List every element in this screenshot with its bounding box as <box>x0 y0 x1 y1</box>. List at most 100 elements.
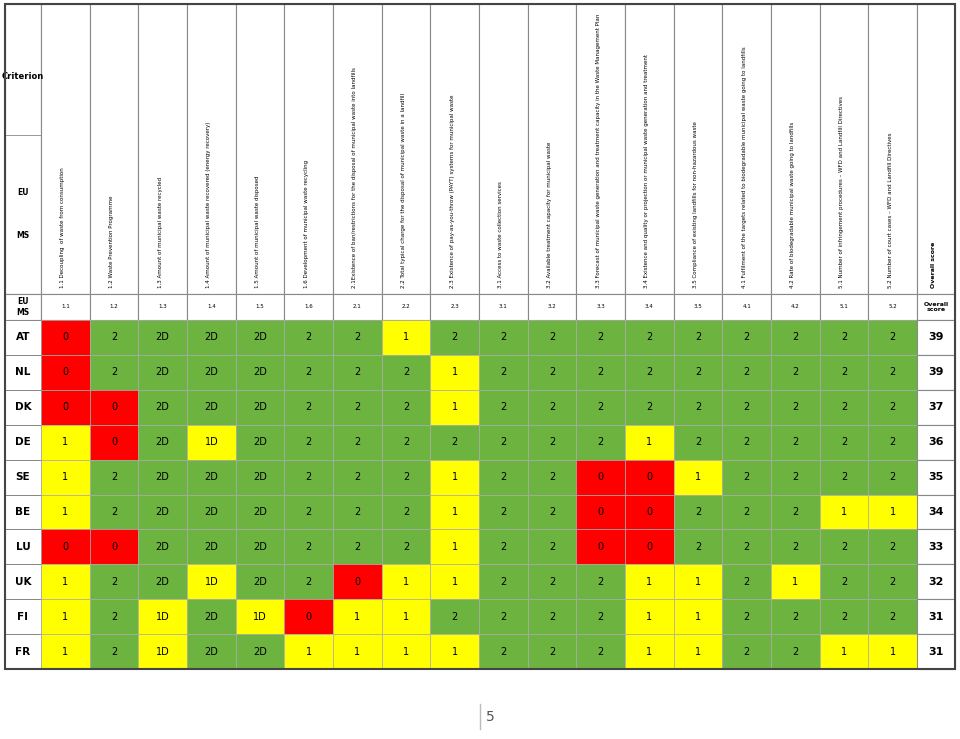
Bar <box>917 320 955 355</box>
Text: 2: 2 <box>110 576 117 587</box>
Text: 2: 2 <box>403 437 409 447</box>
Bar <box>479 355 528 389</box>
Text: EU: EU <box>17 188 29 197</box>
Text: 2: 2 <box>744 437 750 447</box>
Text: 2: 2 <box>597 437 604 447</box>
Bar <box>625 599 674 634</box>
Bar <box>235 634 284 669</box>
Text: 2.3: 2.3 <box>450 304 459 310</box>
Bar <box>382 634 430 669</box>
Text: 1: 1 <box>695 472 701 482</box>
Text: 2D: 2D <box>253 576 267 587</box>
Bar <box>138 355 187 389</box>
Text: 0: 0 <box>354 576 360 587</box>
Text: 2.1: 2.1 <box>353 304 362 310</box>
Text: 1: 1 <box>451 472 458 482</box>
Text: 0: 0 <box>646 542 653 552</box>
Text: 2: 2 <box>695 507 701 517</box>
Text: MS: MS <box>16 231 30 240</box>
Text: 2: 2 <box>744 402 750 412</box>
Bar <box>625 389 674 425</box>
Text: 2: 2 <box>841 437 847 447</box>
Bar <box>917 4 955 294</box>
Bar <box>528 529 576 565</box>
Text: 2: 2 <box>792 612 799 621</box>
Bar <box>41 4 89 294</box>
Text: 2: 2 <box>500 576 507 587</box>
Bar <box>674 599 722 634</box>
Text: 2: 2 <box>110 612 117 621</box>
Bar <box>479 599 528 634</box>
Bar <box>528 4 576 294</box>
Bar <box>235 425 284 460</box>
Text: 1: 1 <box>403 333 409 342</box>
Bar <box>5 634 41 669</box>
Text: 1: 1 <box>451 576 458 587</box>
Bar <box>333 494 382 529</box>
Text: 2: 2 <box>305 367 312 378</box>
Text: 2.2: 2.2 <box>401 304 410 310</box>
Text: 1D: 1D <box>253 612 267 621</box>
Bar <box>138 494 187 529</box>
Text: 1.6 Development of municipal waste recycling: 1.6 Development of municipal waste recyc… <box>303 160 309 288</box>
Text: 1: 1 <box>62 612 68 621</box>
Text: 0: 0 <box>111 402 117 412</box>
Bar <box>722 425 771 460</box>
Bar <box>528 320 576 355</box>
Text: 2: 2 <box>354 542 360 552</box>
Text: 2D: 2D <box>204 472 218 482</box>
Text: 2: 2 <box>403 402 409 412</box>
Text: 2: 2 <box>305 437 312 447</box>
Text: 1: 1 <box>792 576 799 587</box>
Text: 1: 1 <box>451 507 458 517</box>
Text: 2: 2 <box>305 333 312 342</box>
Text: 5: 5 <box>486 710 494 724</box>
Bar <box>576 460 625 494</box>
Bar <box>187 355 235 389</box>
Bar <box>89 565 138 599</box>
Text: 1: 1 <box>62 472 68 482</box>
Text: 5.2 Number of court cases – WFD and Landfill Directives: 5.2 Number of court cases – WFD and Land… <box>888 132 893 288</box>
Bar <box>625 634 674 669</box>
Bar <box>771 355 820 389</box>
Text: 2: 2 <box>549 647 555 656</box>
Text: 2: 2 <box>549 402 555 412</box>
Bar <box>187 425 235 460</box>
Text: 2D: 2D <box>253 647 267 656</box>
Bar <box>674 494 722 529</box>
Bar <box>869 425 917 460</box>
Text: 2: 2 <box>695 402 701 412</box>
Text: 1D: 1D <box>204 437 218 447</box>
Text: 2: 2 <box>695 367 701 378</box>
Text: 3.2: 3.2 <box>547 304 557 310</box>
Text: 1.5: 1.5 <box>255 304 264 310</box>
Text: 2: 2 <box>792 647 799 656</box>
Text: 1: 1 <box>451 367 458 378</box>
Text: 2: 2 <box>792 402 799 412</box>
Bar <box>528 460 576 494</box>
Text: 2D: 2D <box>253 367 267 378</box>
Bar <box>41 529 89 565</box>
Text: 2: 2 <box>597 402 604 412</box>
Text: 2: 2 <box>500 647 507 656</box>
Bar <box>479 460 528 494</box>
Bar <box>89 494 138 529</box>
Bar <box>382 565 430 599</box>
Text: BE: BE <box>15 507 31 517</box>
Text: Overall
score: Overall score <box>924 302 948 313</box>
Bar <box>41 425 89 460</box>
Text: 2: 2 <box>597 333 604 342</box>
Text: 2D: 2D <box>253 402 267 412</box>
Text: 2: 2 <box>549 542 555 552</box>
Text: 34: 34 <box>928 507 944 517</box>
Text: 2: 2 <box>744 576 750 587</box>
Text: 2: 2 <box>110 367 117 378</box>
Text: 2: 2 <box>841 333 847 342</box>
Bar <box>576 529 625 565</box>
Bar <box>674 355 722 389</box>
Bar <box>41 599 89 634</box>
Text: 4.2: 4.2 <box>791 304 800 310</box>
Bar <box>235 529 284 565</box>
Text: 2: 2 <box>451 612 458 621</box>
Text: 2: 2 <box>890 367 896 378</box>
